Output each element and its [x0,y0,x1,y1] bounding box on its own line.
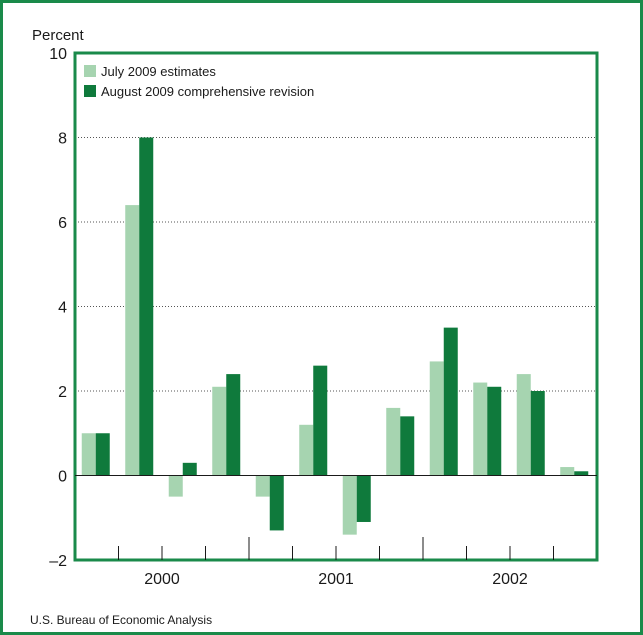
bar-july-estimate [516,374,531,476]
y-tick-label: 2 [58,384,67,401]
bar-august-revision [182,462,197,476]
bar-august-revision [95,433,110,476]
bar-july-estimate [560,467,575,476]
bar-august-revision [530,391,545,476]
legend-swatch [84,65,96,77]
bar-july-estimate [473,382,488,476]
bar-august-revision [574,471,589,476]
bar-july-estimate [429,361,444,476]
bar-july-estimate [81,433,96,476]
y-tick-label: 10 [49,46,67,63]
bar-august-revision [400,416,415,476]
x-axis-ticks: 2000 2001 2002 [118,537,554,588]
y-tick-label: 6 [58,215,67,232]
bar-july-estimate [212,386,227,476]
bar-july-estimate [342,475,357,535]
x-tick-label: 2001 [318,571,354,588]
y-tick-label: 0 [58,469,67,486]
bar-august-revision [139,137,154,476]
bar-august-revision [487,386,502,476]
gridlines [75,137,597,392]
y-tick-label: 8 [58,131,67,148]
bar-july-estimate [255,475,270,497]
bar-august-revision [443,327,458,476]
x-tick-label: 2002 [492,571,528,588]
bar-august-revision [226,374,241,476]
y-tick-label: 4 [58,300,67,317]
bar-july-estimate [299,424,314,476]
legend: July 2009 estimates August 2009 comprehen… [84,64,314,99]
bar-july-estimate [168,475,183,497]
y-axis-label: Percent [32,27,85,44]
legend-label: August 2009 comprehensive revision [101,84,314,99]
y-axis-ticks: –2 0 2 4 6 8 10 [49,46,67,570]
y-tick-label: –2 [49,553,67,570]
source-note: U.S. Bureau of Economic Analysis [30,613,212,627]
bar-august-revision [313,365,328,476]
bar-july-estimate [386,407,401,476]
x-tick-label: 2000 [144,571,180,588]
bar-july-estimate [125,205,140,476]
legend-label: July 2009 estimates [101,64,216,79]
legend-swatch [84,85,96,97]
bar-august-revision [269,475,284,531]
bar-august-revision [356,475,371,522]
bars [81,137,589,535]
